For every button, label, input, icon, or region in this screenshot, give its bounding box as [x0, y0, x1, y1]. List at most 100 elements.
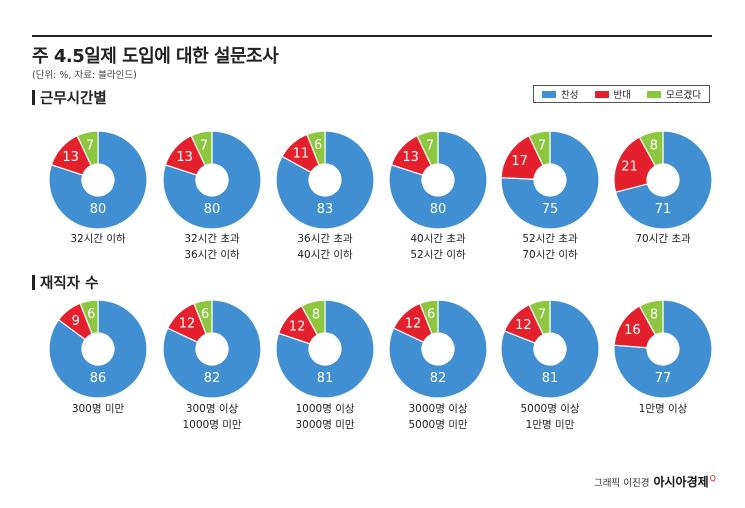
donut-slice-oppose	[613, 136, 657, 193]
data-label-oppose: 13	[402, 150, 419, 165]
data-label-approve: 77	[655, 371, 672, 386]
data-label-oppose: 21	[621, 160, 638, 175]
donut-slice-approve	[614, 130, 713, 230]
data-label-dont-know: 8	[650, 308, 658, 323]
data-label-approve: 82	[430, 371, 447, 386]
data-label-dont-know: 7	[86, 138, 94, 153]
legend-swatch	[542, 90, 556, 98]
legend-label: 반대	[613, 90, 631, 101]
data-label-dont-know: 8	[312, 308, 320, 323]
donut-slice-approve	[613, 299, 713, 399]
donut-slice-approve	[275, 299, 375, 399]
category-label: 5000명 미만	[408, 419, 467, 431]
data-label-oppose: 12	[289, 319, 306, 334]
legend-swatch	[594, 90, 609, 98]
data-label-dont-know: 8	[650, 139, 658, 154]
donut-slice-approve	[500, 299, 600, 399]
data-label-dont-know: 7	[426, 138, 434, 153]
donut-slice-dont-know	[528, 299, 551, 336]
category-label: 1000명 이상	[295, 403, 354, 415]
category-label: 70시간 초과	[635, 233, 691, 245]
section-title-employee-count: 재직자 수	[32, 272, 98, 293]
category-label: 1000명 미만	[182, 419, 241, 431]
donut-slice-approve	[388, 130, 488, 230]
data-label-oppose: 16	[624, 323, 641, 338]
category-label: 32시간 이하	[70, 232, 126, 245]
data-label-dont-know: 6	[427, 307, 435, 322]
donut-slice-approve	[162, 130, 262, 230]
donut-slice-dont-know	[638, 130, 664, 167]
data-label-dont-know: 6	[87, 307, 95, 322]
category-label: 300명 이상	[186, 403, 239, 415]
category-label: 70시간 이하	[522, 248, 578, 261]
data-label-oppose: 13	[62, 150, 79, 165]
data-label-dont-know: 6	[201, 307, 209, 322]
donut-slice-dont-know	[638, 299, 664, 336]
donut-slice-approve	[162, 299, 262, 399]
section-marker	[32, 275, 35, 290]
data-label-oppose: 12	[405, 316, 422, 331]
data-label-approve: 82	[204, 371, 221, 386]
donut-slice-dont-know	[306, 130, 326, 166]
legend-swatch	[647, 90, 661, 98]
data-label-approve: 80	[430, 202, 447, 217]
donut-slice-approve	[275, 130, 375, 230]
data-label-dont-know: 7	[538, 307, 546, 322]
legend: 찬성 반대 모르겠다	[533, 85, 710, 103]
credit: 그래픽 이진경 아시아경제 Q	[594, 473, 716, 490]
section-title-text: 근무시간별	[40, 91, 107, 107]
legend-label: 모르겠다	[666, 90, 701, 101]
donut-slice-approve	[500, 130, 600, 230]
category-label: 32시간 초과	[184, 233, 240, 245]
data-label-approve: 81	[317, 371, 334, 386]
category-label: 5000명 이상	[520, 403, 579, 415]
data-label-approve: 83	[317, 202, 334, 217]
chart-title: 주 4.5일제 도입에 대한 설문조사	[32, 46, 279, 67]
category-label: 3000명 미만	[295, 419, 354, 431]
data-label-approve: 86	[90, 371, 107, 386]
donut-slice-approve	[48, 130, 148, 230]
category-label: 300명 미만	[72, 403, 125, 415]
donut-slice-dont-know	[190, 130, 213, 167]
data-label-dont-know: 7	[200, 138, 208, 153]
donut-slice-dont-know	[419, 299, 439, 335]
data-label-approve: 81	[542, 371, 559, 386]
data-label-approve: 71	[655, 202, 672, 217]
data-label-oppose: 12	[179, 316, 196, 331]
category-label: 1만명 미만	[526, 419, 575, 431]
data-label-oppose: 11	[293, 147, 310, 162]
donut-slice-dont-know	[76, 130, 99, 167]
category-label: 52시간 이하	[410, 248, 466, 261]
donut-slice-dont-know	[416, 130, 439, 167]
section-title-work-hours: 근무시간별	[32, 87, 107, 108]
brand-mark: Q	[709, 474, 716, 483]
data-label-oppose: 13	[176, 150, 193, 165]
data-label-approve: 80	[204, 202, 221, 217]
category-label: 3000명 이상	[408, 403, 467, 415]
legend-item-oppose: 반대	[594, 87, 631, 101]
donut-slice-approve	[48, 299, 148, 399]
brand-logo: 아시아경제	[653, 475, 709, 489]
donut-slice-dont-know	[79, 299, 99, 335]
data-label-oppose: 9	[72, 314, 80, 329]
donut-slice-approve	[388, 299, 488, 399]
category-label: 36시간 이하	[184, 248, 240, 261]
data-label-approve: 75	[542, 202, 559, 217]
data-label-approve: 80	[90, 202, 107, 217]
section-marker	[32, 90, 35, 105]
donut-slice-dont-know	[300, 299, 326, 336]
data-label-dont-know: 6	[314, 138, 322, 153]
credit-author: 그래픽 이진경	[594, 478, 650, 489]
data-label-dont-know: 7	[538, 138, 546, 153]
data-label-oppose: 17	[511, 154, 528, 169]
section-title-text: 재직자 수	[40, 276, 99, 292]
chart-subtitle: (단위: %, 자료: 블라인드)	[32, 70, 137, 81]
category-label: 40시간 초과	[410, 233, 466, 245]
donut-slice-dont-know	[193, 299, 213, 335]
data-label-oppose: 12	[515, 318, 532, 333]
category-label: 52시간 초과	[522, 233, 578, 245]
category-label: 36시간 초과	[297, 233, 353, 245]
category-label: 1만명 이상	[639, 403, 688, 415]
top-rule	[32, 35, 712, 37]
